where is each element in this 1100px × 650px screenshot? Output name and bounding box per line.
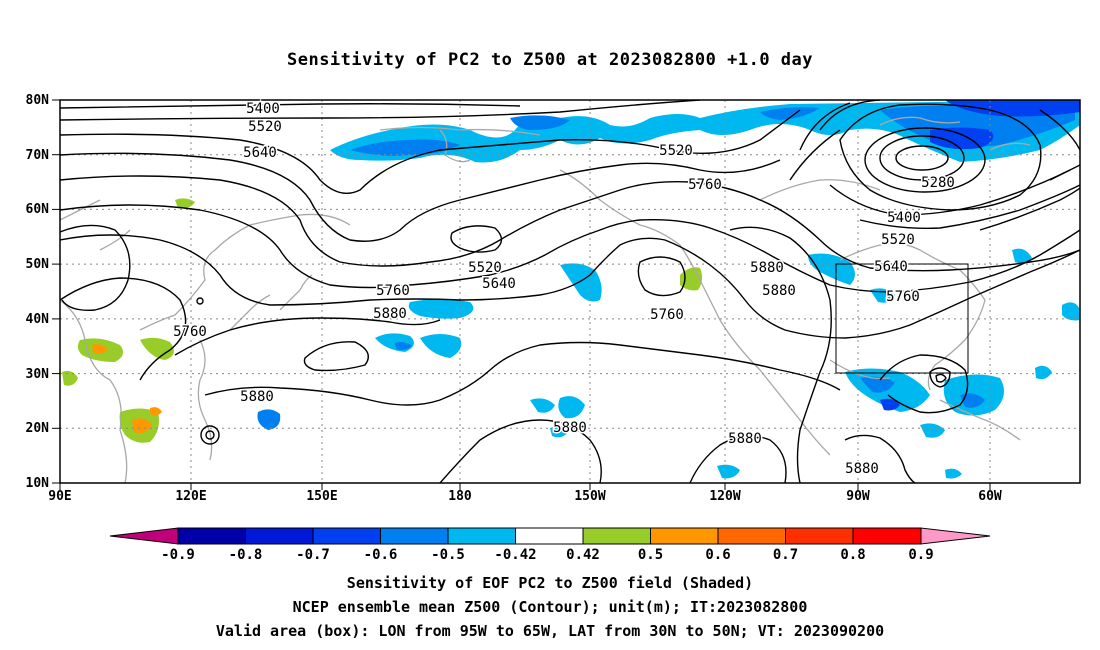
colorbar-tick-labels: -0.9 -0.8 -0.7 -0.6 -0.5 -0.42 0.42 0.5 …	[161, 547, 934, 563]
contour-label: 5880	[373, 306, 407, 322]
lon-label: 150E	[306, 489, 337, 504]
caption-contour: NCEP ensemble mean Z500 (Contour); unit(…	[292, 598, 808, 616]
lat-label: 50N	[26, 257, 50, 272]
colorbar-box	[177, 527, 246, 545]
colorbar-tick-label: -0.42	[494, 547, 536, 563]
colorbar-box	[245, 527, 314, 545]
axis-ticks	[52, 99, 991, 490]
lon-label: 90E	[48, 489, 71, 504]
contour-label: 5520	[248, 119, 282, 135]
lat-label: 60N	[26, 202, 50, 217]
colorbar-box	[380, 527, 449, 545]
z500-contours	[60, 100, 1080, 483]
colorbar-tick-label: 0.7	[773, 547, 798, 563]
lon-label: 60W	[978, 489, 1002, 504]
colorbar-box	[717, 527, 786, 545]
sensitivity-shading	[62, 100, 1080, 479]
colorbar-tick-label: 0.6	[705, 547, 730, 563]
colorbar-tick-label: -0.5	[431, 547, 465, 563]
colorbar	[109, 527, 991, 545]
colorbar-box	[785, 527, 854, 545]
lon-label: 180	[448, 489, 472, 504]
colorbar-box	[852, 527, 922, 545]
colorbar-box	[447, 527, 516, 545]
contour-label: 5280	[921, 175, 955, 191]
contour-label: 5760	[650, 307, 684, 323]
contour-label: 5640	[874, 259, 908, 275]
contour-label: 5880	[240, 389, 274, 405]
colorbar-under-triangle	[109, 527, 179, 545]
colorbar-tick-label: 0.42	[566, 547, 600, 563]
contour-label: 5520	[468, 260, 502, 276]
lat-label: 30N	[26, 367, 50, 382]
contour-label: 5640	[243, 145, 277, 161]
contour-label: 5880	[553, 420, 587, 436]
contour-label: 5400	[887, 210, 921, 226]
colorbar-tick-label: -0.9	[161, 547, 195, 563]
caption-valid-area: Valid area (box): LON from 95W to 65W, L…	[215, 622, 885, 640]
colorbar-box	[515, 527, 584, 545]
colorbar-tick-label: -0.7	[296, 547, 330, 563]
lat-label: 10N	[26, 476, 50, 491]
lon-label: 120E	[175, 489, 206, 504]
contour-label: 5880	[728, 431, 762, 447]
lat-label: 40N	[26, 312, 50, 327]
colorbar-tick-label: -0.8	[229, 547, 263, 563]
contour-label: 5520	[881, 232, 915, 248]
lat-label: 70N	[26, 148, 50, 163]
grid	[60, 100, 1080, 483]
colorbar-tick-label: -0.6	[364, 547, 398, 563]
longitude-labels: 90E 120E 150E 180 150W 120W 90W 60W	[48, 489, 1002, 504]
colorbar-tick-label: 0.5	[638, 547, 663, 563]
lon-label: 120W	[709, 489, 740, 504]
contour-label: 5880	[845, 461, 879, 477]
lat-label: 80N	[26, 93, 50, 108]
contour-label: 5760	[688, 177, 722, 193]
contour-label: 5880	[762, 283, 796, 299]
colorbar-box	[650, 527, 719, 545]
colorbar-tick-label: 0.9	[908, 547, 933, 563]
lon-label: 150W	[574, 489, 605, 504]
lon-label: 90W	[846, 489, 870, 504]
contour-label: 5760	[886, 289, 920, 305]
contour-label: 5520	[659, 143, 693, 159]
map-frame	[59, 99, 1081, 484]
contour-labels: 5400 5520 5640 5520 5760 5280 5400 5520 …	[172, 100, 957, 479]
contour-label: 5640	[482, 276, 516, 292]
contour-label: 5760	[376, 283, 410, 299]
colorbar-box	[582, 527, 651, 545]
valid-area-box	[835, 263, 969, 374]
contour-label: 5760	[173, 324, 207, 340]
latitude-labels: 80N 70N 60N 50N 40N 30N 20N 10N	[26, 93, 50, 491]
colorbar-over-triangle	[920, 527, 991, 545]
contour-label: 5880	[750, 260, 784, 276]
lat-label: 20N	[26, 421, 50, 436]
caption-shaded: Sensitivity of EOF PC2 to Z500 field (Sh…	[346, 574, 754, 592]
contour-label: 5400	[246, 101, 280, 117]
map-title: Sensitivity of PC2 to Z500 at 2023082800…	[286, 50, 813, 70]
colorbar-tick-label: 0.8	[840, 547, 865, 563]
colorbar-box	[312, 527, 381, 545]
